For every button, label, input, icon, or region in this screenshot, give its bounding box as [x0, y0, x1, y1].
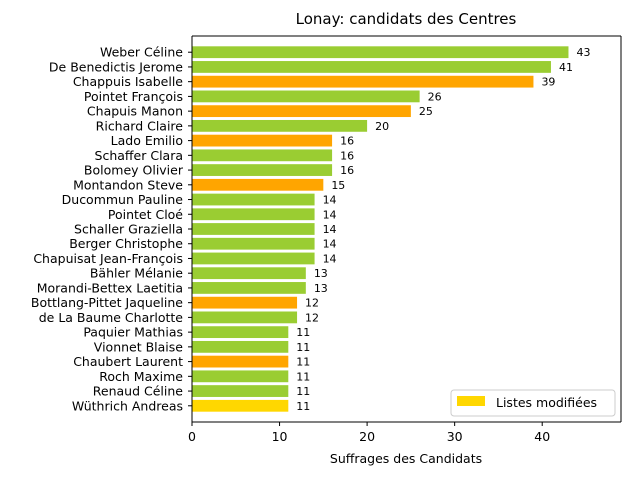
x-tick-label: 10	[272, 429, 288, 444]
value-label: 14	[323, 238, 337, 251]
category-label: Richard Claire	[96, 118, 184, 133]
bar	[192, 399, 289, 412]
bar	[192, 134, 333, 147]
bar	[192, 223, 315, 235]
x-ticks: 0 10 20 30 40	[188, 422, 550, 444]
value-label: 25	[419, 105, 433, 118]
bar	[192, 311, 298, 324]
value-label: 11	[296, 341, 310, 354]
x-tick-label: 30	[447, 429, 463, 444]
category-label: Vionnet Blaise	[94, 339, 184, 354]
category-label: Schaller Graziella	[74, 222, 183, 237]
bar	[192, 252, 315, 265]
value-label: 14	[323, 252, 337, 265]
bar	[192, 267, 306, 280]
axes	[188, 35, 622, 423]
x-axis-title: Suffrages des Candidats	[330, 451, 482, 466]
bar	[192, 149, 333, 162]
value-label: 13	[314, 282, 328, 295]
value-label: 16	[340, 149, 354, 162]
value-label: 16	[340, 135, 354, 148]
bar	[192, 296, 298, 309]
value-label: 11	[296, 400, 310, 413]
bar	[192, 326, 289, 339]
x-tick-label: 0	[188, 429, 196, 444]
category-label: de La Baume Charlotte	[39, 310, 184, 325]
value-label: 15	[331, 179, 345, 192]
value-label: 13	[314, 267, 328, 280]
bar	[192, 385, 289, 397]
bar	[192, 208, 315, 221]
value-label: 16	[340, 164, 354, 177]
category-label: Renaud Céline	[93, 384, 184, 399]
value-label: 20	[375, 120, 389, 133]
legend-swatch	[457, 396, 485, 406]
category-label: Roch Maxime	[99, 369, 183, 384]
bar	[192, 370, 289, 383]
category-label: Paquier Mathias	[83, 325, 183, 340]
value-labels: 4341392625201616161514141414141313121211…	[296, 46, 590, 413]
bar	[192, 119, 368, 132]
category-label: Pointet Cloé	[108, 207, 183, 222]
bar	[192, 61, 551, 73]
bar	[192, 90, 420, 103]
value-label: 39	[541, 76, 555, 89]
value-label: 14	[323, 223, 337, 236]
category-label: Chaubert Laurent	[73, 354, 183, 369]
bar	[192, 340, 289, 353]
category-label: Schaffer Clara	[95, 148, 183, 163]
bar	[192, 105, 411, 118]
value-label: 12	[305, 311, 319, 324]
chart-title: Lonay: candidats des Centres	[296, 10, 517, 28]
category-label: Bolomey Olivier	[84, 163, 184, 178]
value-label: 41	[559, 61, 573, 74]
x-tick-label: 20	[359, 429, 375, 444]
category-label: Chapuisat Jean-François	[33, 251, 183, 266]
legend: Listes modifiées	[450, 389, 616, 417]
category-label: De Benedictis Jerome	[49, 59, 183, 74]
value-label: 11	[296, 370, 310, 383]
bar	[192, 237, 315, 250]
value-label: 11	[296, 356, 310, 369]
bar	[192, 355, 289, 368]
category-label: Montandon Steve	[73, 177, 183, 192]
category-label: Bottlang-Pittet Jaqueline	[31, 295, 183, 310]
category-label: Pointet François	[84, 89, 183, 104]
value-label: 11	[296, 385, 310, 398]
value-label: 14	[323, 194, 337, 207]
bar	[192, 178, 324, 191]
value-label: 43	[576, 46, 590, 59]
bar	[192, 282, 306, 294]
category-label: Berger Christophe	[69, 236, 183, 251]
bar	[192, 75, 534, 88]
category-label: Weber Céline	[100, 45, 183, 60]
category-label: Ducommun Pauline	[62, 192, 184, 207]
value-label: 26	[428, 90, 442, 103]
category-label: Chapuis Manon	[87, 104, 183, 119]
bar	[192, 193, 315, 206]
x-tick-label: 40	[534, 429, 550, 444]
legend-frame	[450, 389, 616, 417]
bars-layer	[192, 46, 569, 412]
bar	[192, 46, 569, 59]
value-label: 11	[296, 326, 310, 339]
value-label: 12	[305, 297, 319, 310]
category-label: Morandi-Bettex Laetitia	[37, 280, 183, 295]
legend-label: Listes modifiées	[496, 395, 597, 410]
bar	[192, 164, 333, 176]
value-label: 14	[323, 208, 337, 221]
category-label: Wüthrich Andreas	[72, 398, 183, 413]
category-label: Bähler Mélanie	[90, 266, 183, 281]
category-label: Lado Emilio	[111, 133, 183, 148]
category-label: Chappuis Isabelle	[73, 74, 183, 89]
